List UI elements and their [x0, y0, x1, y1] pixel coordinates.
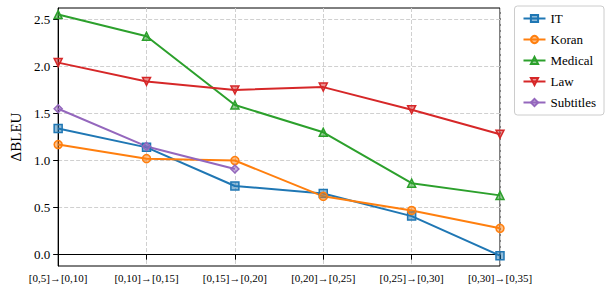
- svg-text:2.5: 2.5: [34, 12, 50, 27]
- svg-text:[0,30]→[0,35]: [0,30]→[0,35]: [468, 272, 532, 284]
- svg-text:Medical: Medical: [550, 53, 593, 68]
- svg-text:[0,25]→[0,30]: [0,25]→[0,30]: [380, 272, 444, 284]
- svg-text:1.0: 1.0: [34, 153, 50, 168]
- svg-text:ΔBLEU: ΔBLEU: [8, 112, 24, 161]
- svg-text:[0,5]→[0,10]: [0,5]→[0,10]: [29, 272, 88, 284]
- svg-text:Law: Law: [550, 74, 574, 89]
- svg-text:Koran: Koran: [550, 32, 583, 47]
- svg-text:IT: IT: [550, 11, 562, 26]
- svg-text:[0,20]→[0,25]: [0,20]→[0,25]: [291, 272, 355, 284]
- svg-text:Subtitles: Subtitles: [550, 95, 596, 110]
- svg-text:0.0: 0.0: [34, 247, 50, 262]
- svg-text:2.0: 2.0: [34, 59, 50, 74]
- svg-text:[0,15]→[0,20]: [0,15]→[0,20]: [203, 272, 267, 284]
- svg-text:[0,10]→[0,15]: [0,10]→[0,15]: [114, 272, 178, 284]
- svg-text:0.5: 0.5: [34, 200, 50, 215]
- svg-text:1.5: 1.5: [34, 106, 50, 121]
